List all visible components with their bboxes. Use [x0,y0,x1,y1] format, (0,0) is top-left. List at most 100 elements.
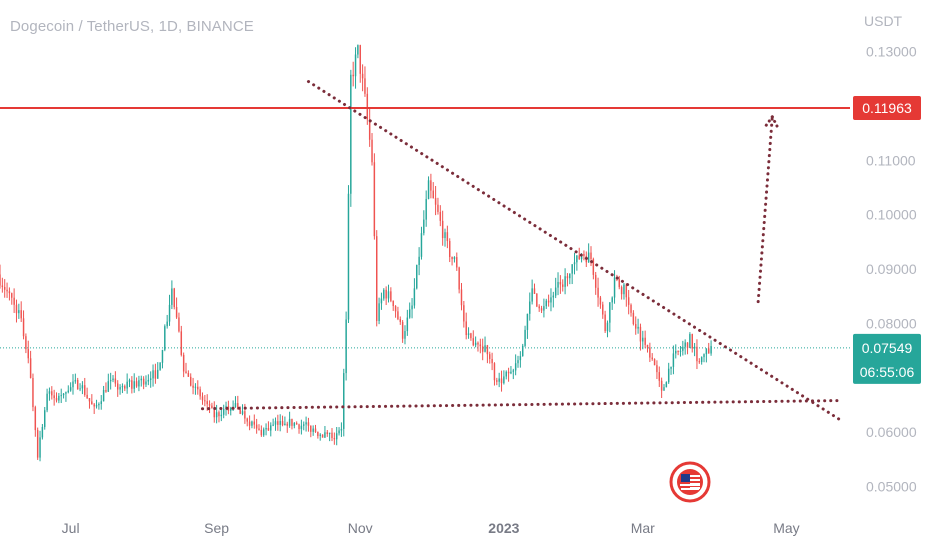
candle [430,173,432,199]
candle [25,333,27,354]
candle [39,430,41,462]
candle [81,381,84,395]
candle [543,298,545,318]
candle [569,273,571,285]
candle [682,340,684,356]
candle [609,302,611,333]
candle [366,87,369,125]
bar-countdown-label: 06:55:06 [860,364,915,380]
candle [498,372,500,388]
candle [15,299,18,323]
candle [406,309,409,336]
candle [121,383,124,394]
candle [651,353,653,361]
candle [686,342,689,355]
candle [93,402,95,414]
candle [552,291,555,308]
candle [197,380,199,395]
candle [604,310,606,333]
candle [286,421,288,433]
candle [632,310,635,326]
candle [272,418,274,427]
candle [241,404,244,416]
candle [458,266,460,294]
last-price-label: 0.07549 [862,340,913,356]
candle [434,185,437,216]
candle [427,176,430,200]
candle [489,351,491,364]
candle [305,416,307,432]
candle [599,295,602,309]
candle [79,383,81,392]
x-tick-label: Nov [348,520,373,536]
y-tick-label: 0.05000 [866,478,917,494]
candle [255,418,258,434]
candle [147,374,150,386]
candle [328,432,331,442]
candle [571,264,573,285]
candle [1,277,4,293]
candle [307,417,310,432]
candle [467,327,470,339]
candle [606,320,609,338]
candle [486,344,489,364]
x-tick-label: Mar [631,520,655,536]
candle [677,350,679,356]
candle [408,302,411,319]
candle [107,373,110,393]
candle [142,376,145,390]
candle [135,377,138,388]
candle [11,292,13,305]
candle [119,384,121,395]
candle [380,292,383,310]
candle [564,268,566,295]
candle [658,366,661,387]
trendline-horizontal-support[interactable] [200,399,843,411]
candle [625,283,628,307]
y-tick-label: 0.10000 [866,207,917,223]
candle [491,352,493,371]
candle [514,354,517,376]
candle [44,406,46,430]
candle [639,323,642,351]
candle [420,226,423,260]
candle [293,421,296,429]
candle [84,377,86,397]
candle [164,324,166,352]
candle [496,377,498,386]
projection-arrow[interactable] [756,115,781,304]
candle [100,395,102,410]
candle [613,270,616,304]
candle [437,197,439,215]
candle [128,378,131,388]
candle [145,375,147,388]
candle [187,370,190,377]
candle [140,375,143,387]
candle [597,277,599,307]
candle [46,388,48,413]
candle [660,377,663,399]
candle [95,399,98,409]
candle [274,417,277,431]
candle [432,182,434,199]
candle [703,353,705,363]
candle [189,373,192,387]
candle [60,388,62,404]
candle [149,371,152,388]
candle [472,330,474,347]
candle [112,375,114,383]
candle [138,375,140,392]
candle [98,402,100,410]
candle [288,411,291,428]
candle [321,434,324,438]
candle [368,108,371,147]
candle [698,358,701,364]
resistance-price-label: 0.11963 [862,100,912,116]
candle [175,297,178,319]
candle [493,362,496,386]
trendline-descending-resistance[interactable] [306,80,843,422]
candle [387,284,390,303]
candle [635,316,637,335]
candle [260,425,263,437]
